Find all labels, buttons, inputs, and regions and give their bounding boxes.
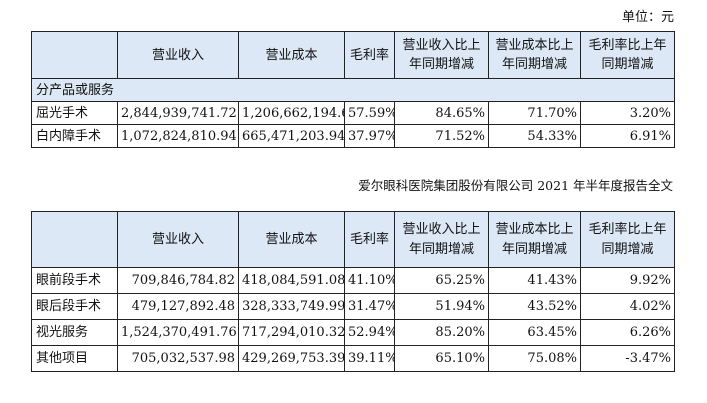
header-cost-yoy: 营业成本比上 年同期增减 [488,211,581,268]
row-cost-yoy: 54.33% [488,124,581,148]
row-revenue-yoy: 85.20% [394,319,489,346]
row-name: 白内障手术 [31,124,118,148]
row-margin: 39.11% [344,345,395,372]
header-margin-yoy: 毛利率比上年 同期增减 [580,31,675,79]
header-cost-yoy: 营业成本比上 年同期增减 [488,31,581,79]
row-margin: 41.10% [344,267,395,294]
table-header-row: 营业收入 营业成本 毛利率 营业收入比上 年同期增减 营业成本比上 年同期增减 毛利… [31,31,675,79]
row-cost: 1,206,662,194.65 [238,101,345,125]
header-name-cell [31,211,118,268]
row-margin-yoy: 6.91% [580,124,675,148]
row-cost: 665,471,203.94 [238,124,345,148]
row-revenue: 705,032,537.98 [117,345,239,372]
row-revenue: 479,127,892.48 [117,293,239,320]
page-footer-note: 爱尔眼科医院集团股份有限公司 2021 年半年度报告全文 [358,178,673,193]
row-margin: 52.94% [344,319,395,346]
header-margin: 毛利率 [344,211,395,268]
row-cost-yoy: 41.43% [488,267,581,294]
row-margin-yoy: 9.92% [580,267,675,294]
header-revenue-yoy: 营业收入比上 年同期增减 [394,31,489,79]
table-row: 眼前段手术 709,846,784.82 418,084,591.08 41.1… [31,267,675,294]
row-cost-yoy: 75.08% [488,345,581,372]
header-cost: 营业成本 [238,31,345,79]
header-revenue: 营业收入 [117,31,239,79]
category-label: 分产品或服务 [31,78,675,102]
product-table-1: 营业收入 营业成本 毛利率 营业收入比上 年同期增减 营业成本比上 年同期增减 毛利… [31,31,675,148]
row-revenue: 1,524,370,491.76 [117,319,239,346]
row-cost-yoy: 43.52% [488,293,581,320]
header-cost: 营业成本 [238,211,345,268]
row-name: 其他项目 [31,345,118,372]
table-row: 白内障手术 1,072,824,810.94 665,471,203.94 37… [31,124,675,148]
row-cost: 418,084,591.08 [238,267,345,294]
table-row: 眼后段手术 479,127,892.48 328,333,749.99 31.4… [31,293,675,320]
header-margin: 毛利率 [344,31,395,79]
row-cost-yoy: 63.45% [488,319,581,346]
unit-label: 单位：元 [621,10,674,25]
row-revenue-yoy: 84.65% [394,101,489,125]
product-table-2: 营业收入 营业成本 毛利率 营业收入比上 年同期增减 营业成本比上 年同期增减 毛利… [31,211,675,372]
row-cost: 429,269,753.39 [238,345,345,372]
header-name-cell [31,31,118,79]
table-row: 屈光手术 2,844,939,741.72 1,206,662,194.65 5… [31,101,675,125]
row-cost-yoy: 71.70% [488,101,581,125]
row-name: 屈光手术 [31,101,118,125]
header-revenue: 营业收入 [117,211,239,268]
row-revenue: 709,846,784.82 [117,267,239,294]
table-header-row: 营业收入 营业成本 毛利率 营业收入比上 年同期增减 营业成本比上 年同期增减 毛利… [31,211,675,268]
row-margin: 31.47% [344,293,395,320]
row-margin-yoy: 4.02% [580,293,675,320]
row-name: 视光服务 [31,319,118,346]
header-margin-yoy: 毛利率比上年 同期增减 [580,211,675,268]
category-row: 分产品或服务 [31,78,675,102]
row-name: 眼前段手术 [31,267,118,294]
row-margin: 57.59% [344,101,395,125]
table-row: 其他项目 705,032,537.98 429,269,753.39 39.11… [31,345,675,372]
row-margin-yoy: 6.26% [580,319,675,346]
row-revenue-yoy: 71.52% [394,124,489,148]
row-margin: 37.97% [344,124,395,148]
row-name: 眼后段手术 [31,293,118,320]
row-revenue-yoy: 51.94% [394,293,489,320]
row-margin-yoy: -3.47% [580,345,675,372]
row-revenue: 2,844,939,741.72 [117,101,239,125]
row-cost: 717,294,010.32 [238,319,345,346]
table-row: 视光服务 1,524,370,491.76 717,294,010.32 52.… [31,319,675,346]
row-revenue-yoy: 65.25% [394,267,489,294]
row-revenue: 1,072,824,810.94 [117,124,239,148]
row-revenue-yoy: 65.10% [394,345,489,372]
header-revenue-yoy: 营业收入比上 年同期增减 [394,211,489,268]
row-margin-yoy: 3.20% [580,101,675,125]
row-cost: 328,333,749.99 [238,293,345,320]
